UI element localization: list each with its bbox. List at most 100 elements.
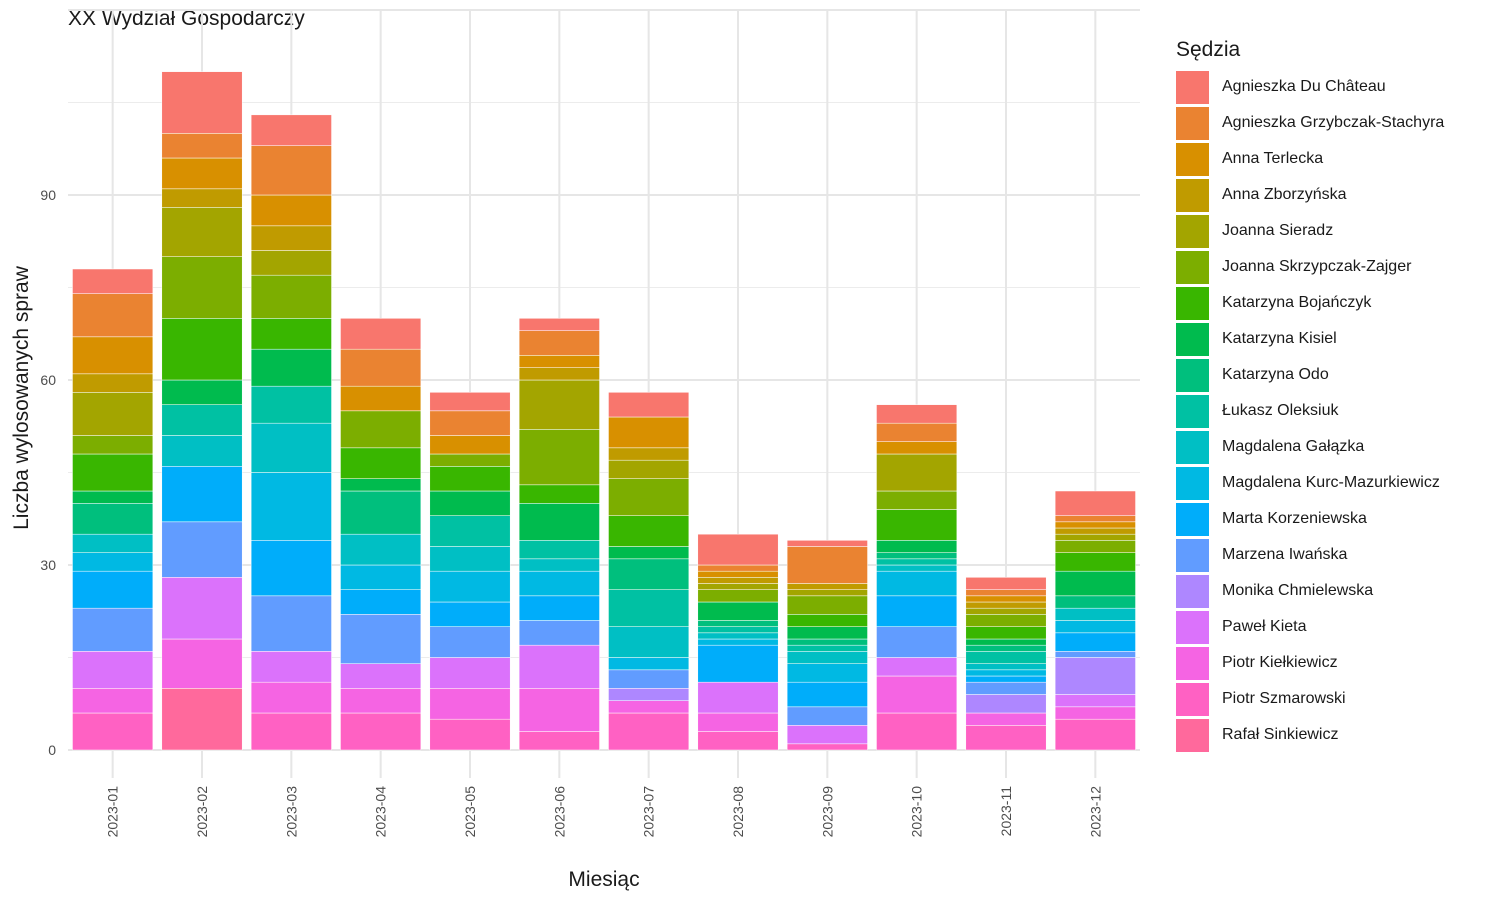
x-tick-label: 2023-12: [1087, 786, 1103, 838]
legend-label: Paweł Kieta: [1222, 618, 1307, 635]
bar-segment: [250, 225, 332, 251]
bar-segment: [340, 688, 422, 714]
bar-segment: [608, 546, 690, 560]
bar-segment: [72, 268, 154, 294]
bar-segment: [1054, 718, 1136, 751]
bar-segment: [786, 743, 868, 751]
bar-segment: [340, 614, 422, 664]
bar-segment: [697, 712, 779, 732]
bar-segment: [697, 564, 779, 572]
bar-segment: [72, 712, 154, 751]
legend-key: [1176, 70, 1209, 104]
bar-segment: [1054, 651, 1136, 658]
bar-segment: [608, 558, 690, 590]
bar-segment: [1054, 694, 1136, 708]
legend-label: Anna Terlecka: [1222, 150, 1324, 167]
x-tick-label: 2023-05: [462, 786, 478, 838]
bar-segment: [161, 521, 243, 578]
bar-segment: [965, 725, 1047, 751]
bar-segment: [1054, 490, 1136, 516]
x-tick-label: 2023-04: [373, 786, 389, 838]
legend-item: Katarzyna Bojańczyk: [1176, 285, 1444, 321]
bar-segment: [72, 373, 154, 393]
bar-segment: [876, 453, 958, 492]
bar-segment: [72, 435, 154, 455]
bar-segment: [250, 274, 332, 319]
bar-segment: [876, 564, 958, 572]
bar-segment: [786, 546, 868, 584]
y-tick-label: 90: [40, 187, 56, 203]
bar-segment: [965, 651, 1047, 664]
bar-segment: [250, 651, 332, 683]
legend-label: Łukasz Oleksiuk: [1222, 402, 1339, 419]
bar-segment: [608, 657, 690, 671]
bar-segment: [72, 651, 154, 689]
bar-segment: [340, 663, 422, 689]
bar-segment: [786, 589, 868, 597]
legend-item: Rafał Sinkiewicz: [1176, 717, 1444, 753]
y-tick-label: 30: [40, 557, 56, 573]
legend-key: [1176, 358, 1209, 392]
legend-label: Anna Zborzyńska: [1222, 186, 1347, 203]
legend-key: [1176, 682, 1209, 716]
bar-segment: [161, 207, 243, 257]
bar-segment: [697, 681, 779, 714]
bar-segment: [876, 626, 958, 658]
bar-segment: [429, 410, 511, 436]
bar-segment: [965, 694, 1047, 714]
legend-item: Marta Korzeniewska: [1176, 501, 1444, 537]
legend-key: [1176, 646, 1209, 680]
bar-segment: [965, 669, 1047, 677]
bar-segment: [697, 626, 779, 634]
bar-segment: [965, 675, 1047, 683]
legend-key: [1176, 178, 1209, 212]
bar-segment: [250, 595, 332, 652]
legend-label: Katarzyna Odo: [1222, 366, 1329, 383]
legend-item: Marzena Iwańska: [1176, 537, 1444, 573]
bar-segment: [876, 404, 958, 424]
bar-segment: [72, 503, 154, 535]
bar-segment: [340, 712, 422, 751]
legend-label: Agnieszka Grzybczak-Stachyra: [1222, 114, 1445, 131]
bar-segment: [429, 453, 511, 467]
x-tick-label: 2023-02: [194, 786, 210, 838]
bars: [72, 71, 1136, 751]
x-tick-label: 2023-08: [730, 786, 746, 838]
bar-segment: [1054, 552, 1136, 572]
bar-segment: [786, 638, 868, 646]
bar-segment: [697, 620, 779, 627]
bar-segment: [608, 515, 690, 547]
x-tick-label: 2023-09: [819, 786, 835, 838]
bar-segment: [72, 293, 154, 338]
bar-segment: [250, 422, 332, 473]
bar-segment: [429, 392, 511, 412]
legend-key: [1176, 286, 1209, 320]
bar-segment: [340, 533, 422, 566]
bar-segment: [518, 379, 600, 430]
bar-segment: [876, 422, 958, 442]
bar-segment: [1054, 595, 1136, 609]
bar-segment: [429, 466, 511, 492]
bar-segment: [608, 688, 690, 701]
bar-segment: [250, 114, 332, 146]
legend-key: [1176, 502, 1209, 536]
bar-segment: [876, 509, 958, 541]
legend-key: [1176, 538, 1209, 572]
legend-key: [1176, 394, 1209, 428]
legend-label: Katarzyna Kisiel: [1222, 330, 1337, 347]
legend-item: Anna Terlecka: [1176, 141, 1444, 177]
bar-segment: [518, 484, 600, 504]
bar-segment: [965, 614, 1047, 627]
bar-segment: [608, 589, 690, 627]
bar-segment: [876, 441, 958, 455]
legend-key: [1176, 718, 1209, 752]
bar-segment: [72, 688, 154, 714]
bar-segment: [250, 472, 332, 541]
x-tick-label: 2023-11: [998, 786, 1014, 837]
legend-label: Marzena Iwańska: [1222, 546, 1348, 563]
legend-key: [1176, 610, 1209, 644]
bar-segment: [72, 490, 154, 504]
bar-segment: [1054, 632, 1136, 652]
bar-segment: [786, 614, 868, 627]
bar-segment: [608, 392, 690, 418]
